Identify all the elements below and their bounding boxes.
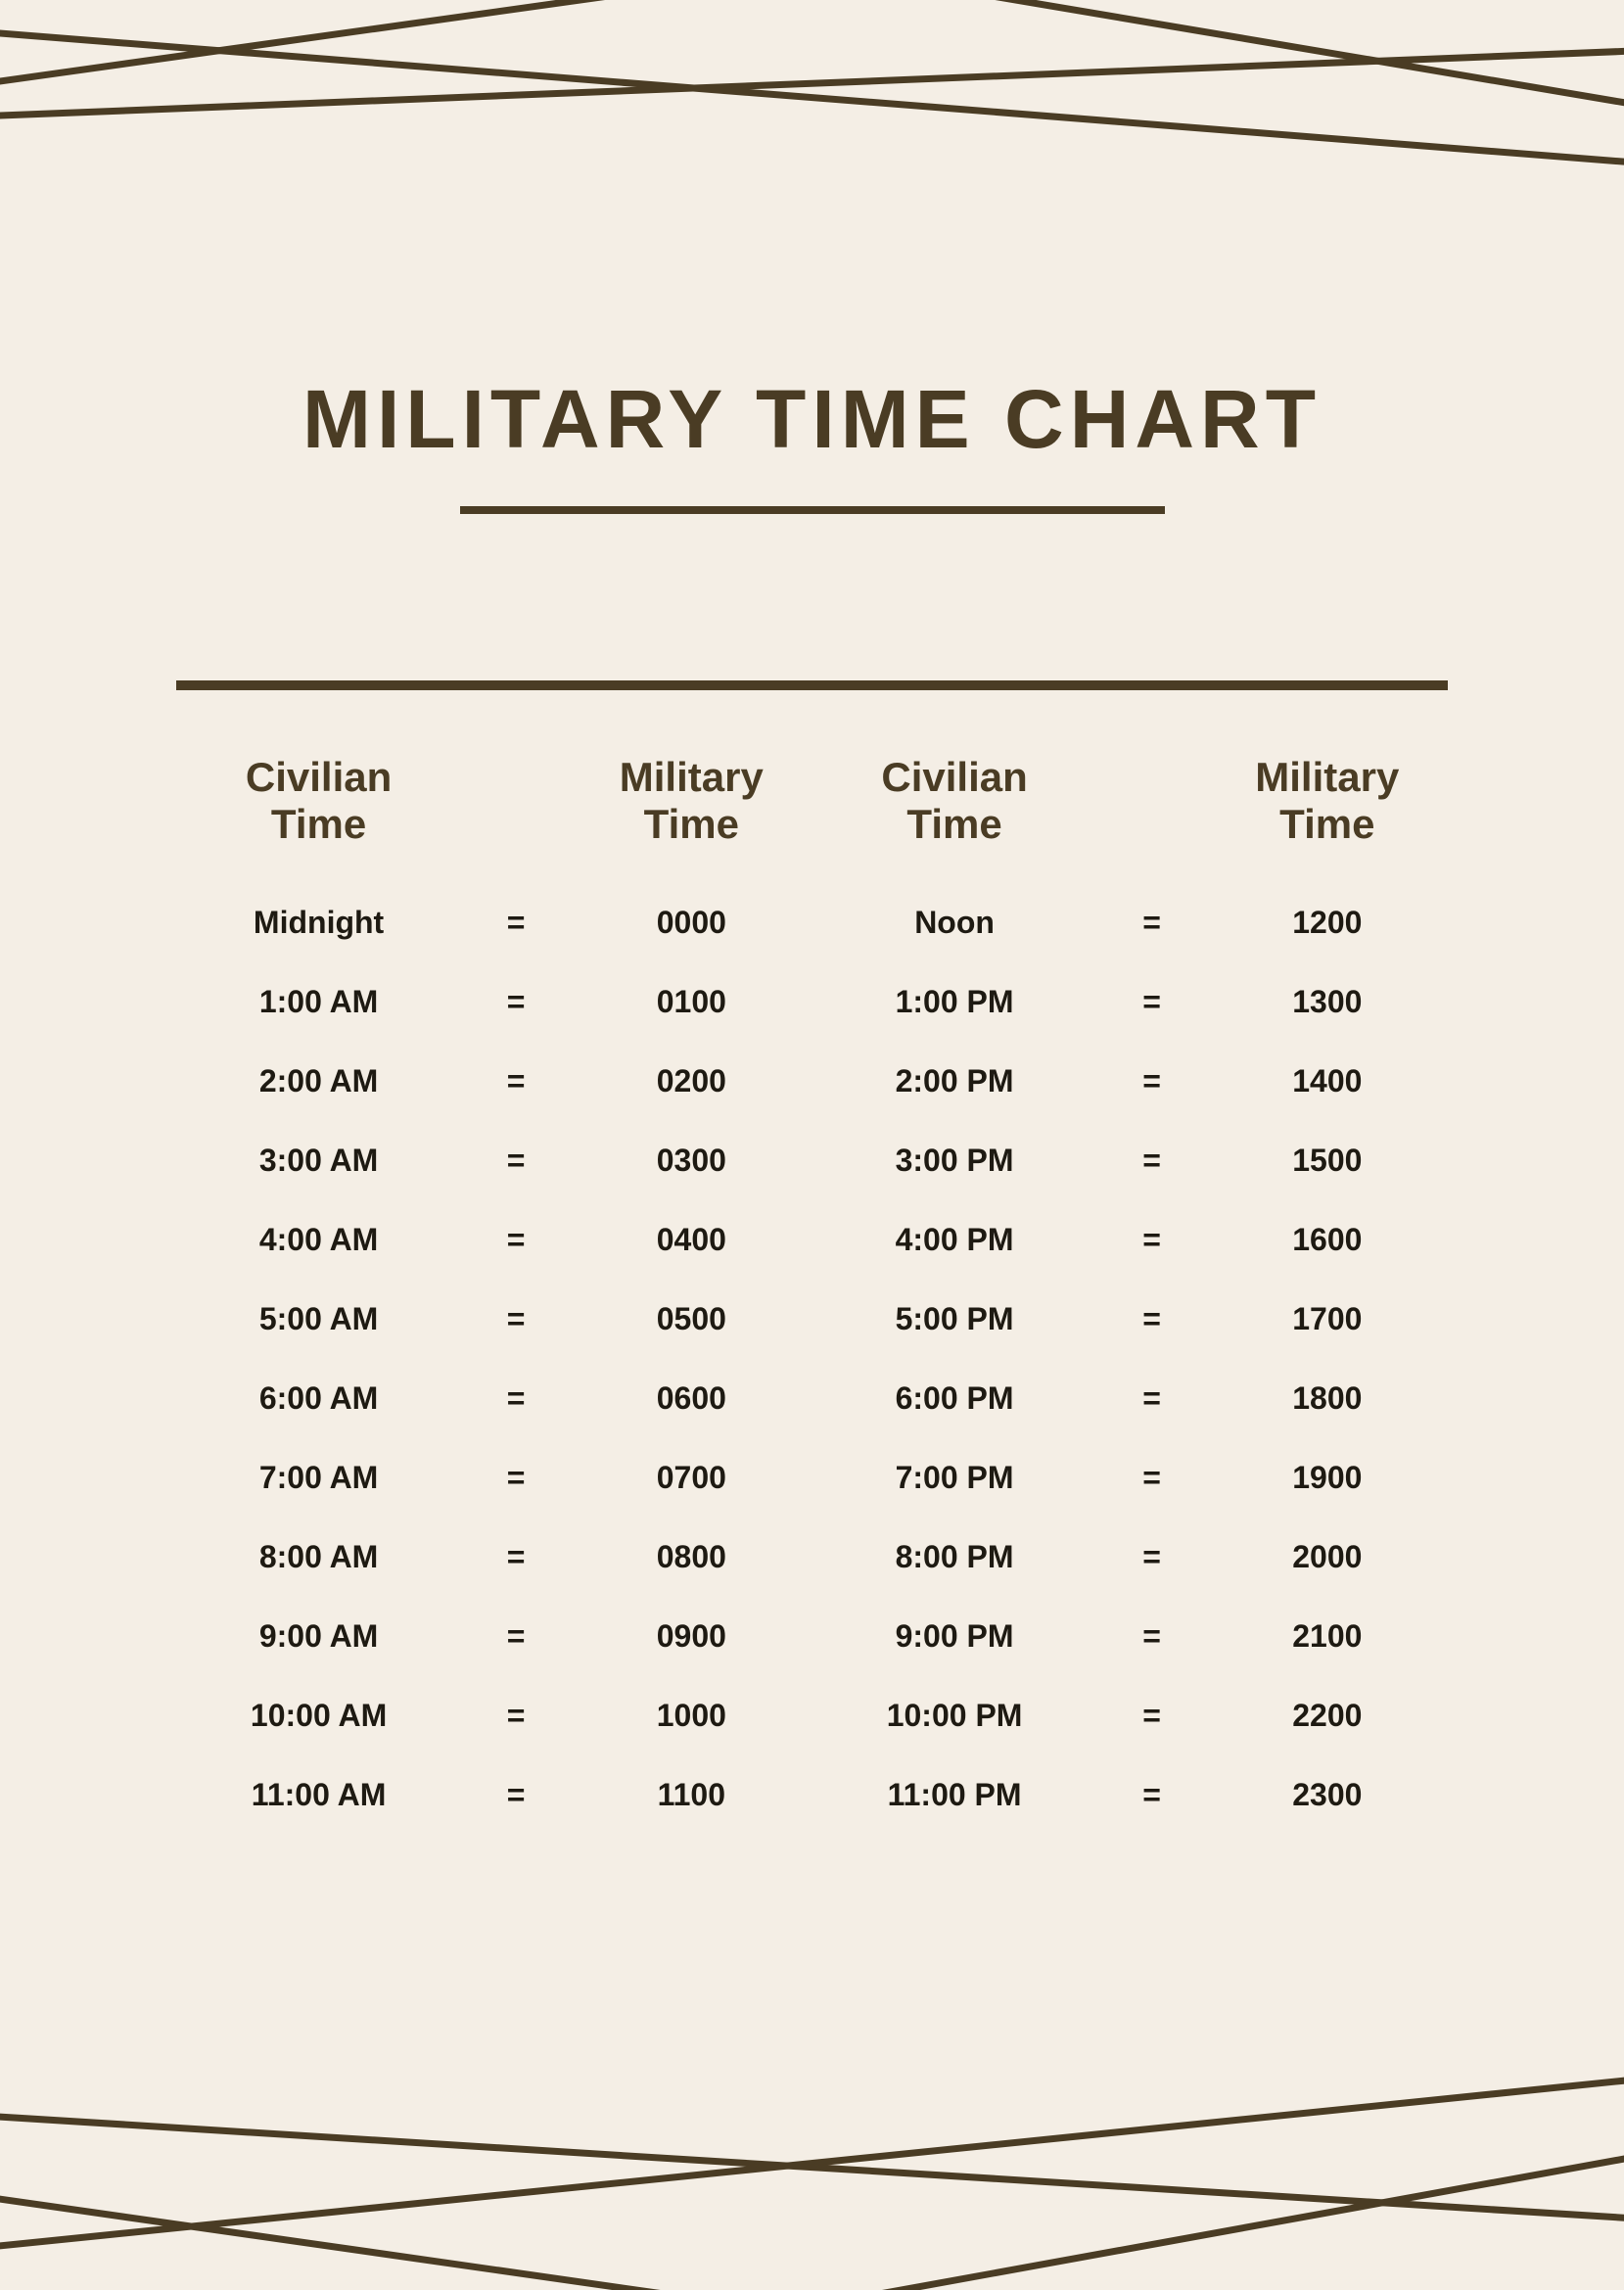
page-title: MILITARY TIME CHART	[176, 372, 1448, 467]
civilian-time-pm: 8:00 PM	[812, 1518, 1097, 1597]
civilian-time-am: 5:00 AM	[176, 1280, 461, 1359]
civilian-time-pm: 3:00 PM	[812, 1121, 1097, 1200]
civilian-time-pm: 2:00 PM	[812, 1042, 1097, 1121]
civilian-time-am: 2:00 AM	[176, 1042, 461, 1121]
military-time-am: 0000	[571, 883, 812, 962]
header-spacer-2	[1097, 744, 1207, 883]
civilian-time-pm: 1:00 PM	[812, 962, 1097, 1042]
military-time-pm: 1300	[1207, 962, 1448, 1042]
military-time-am: 0100	[571, 962, 812, 1042]
header-text: Military	[1255, 754, 1399, 800]
civilian-time-am: Midnight	[176, 883, 461, 962]
header-text: Civilian	[881, 754, 1027, 800]
header-text: Time	[271, 801, 366, 847]
equals-sign: =	[1097, 1438, 1207, 1518]
equals-sign: =	[1097, 1676, 1207, 1755]
military-time-am: 0600	[571, 1359, 812, 1438]
equals-sign: =	[461, 1438, 571, 1518]
civilian-time-pm: 10:00 PM	[812, 1676, 1097, 1755]
equals-sign: =	[1097, 1042, 1207, 1121]
military-time-am: 0200	[571, 1042, 812, 1121]
equals-sign: =	[1097, 1121, 1207, 1200]
header-military-1: Military Time	[571, 744, 812, 883]
content-area: MILITARY TIME CHART Civilian Time Milita…	[0, 0, 1624, 1835]
header-spacer-1	[461, 744, 571, 883]
military-time-am: 0900	[571, 1597, 812, 1676]
military-time-pm: 1500	[1207, 1121, 1448, 1200]
equals-sign: =	[461, 1359, 571, 1438]
equals-sign: =	[461, 962, 571, 1042]
equals-sign: =	[461, 1200, 571, 1280]
equals-sign: =	[1097, 1518, 1207, 1597]
header-text: Military	[620, 754, 764, 800]
military-time-am: 1100	[571, 1755, 812, 1835]
civilian-time-am: 3:00 AM	[176, 1121, 461, 1200]
civilian-time-am: 1:00 AM	[176, 962, 461, 1042]
title-underline	[460, 506, 1165, 514]
civilian-time-pm: 11:00 PM	[812, 1755, 1097, 1835]
military-time-pm: 1400	[1207, 1042, 1448, 1121]
military-time-am: 1000	[571, 1676, 812, 1755]
civilian-time-am: 8:00 AM	[176, 1518, 461, 1597]
civilian-time-pm: 4:00 PM	[812, 1200, 1097, 1280]
civilian-time-am: 4:00 AM	[176, 1200, 461, 1280]
equals-sign: =	[1097, 1597, 1207, 1676]
header-text: Time	[644, 801, 739, 847]
military-time-pm: 1700	[1207, 1280, 1448, 1359]
civilian-time-am: 9:00 AM	[176, 1597, 461, 1676]
header-text: Time	[906, 801, 1001, 847]
equals-sign: =	[1097, 1359, 1207, 1438]
table-top-rule	[176, 680, 1448, 690]
time-table: Civilian Time Military Time Civilian Tim…	[176, 744, 1448, 1835]
military-time-am: 0400	[571, 1200, 812, 1280]
equals-sign: =	[461, 1597, 571, 1676]
equals-sign: =	[461, 1518, 571, 1597]
military-time-pm: 1200	[1207, 883, 1448, 962]
military-time-pm: 1900	[1207, 1438, 1448, 1518]
military-time-am: 0800	[571, 1518, 812, 1597]
military-time-am: 0500	[571, 1280, 812, 1359]
equals-sign: =	[1097, 1280, 1207, 1359]
military-time-pm: 2300	[1207, 1755, 1448, 1835]
civilian-time-pm: 9:00 PM	[812, 1597, 1097, 1676]
equals-sign: =	[1097, 883, 1207, 962]
civilian-time-am: 10:00 AM	[176, 1676, 461, 1755]
equals-sign: =	[461, 1280, 571, 1359]
equals-sign: =	[461, 1042, 571, 1121]
military-time-am: 0700	[571, 1438, 812, 1518]
civilian-time-am: 6:00 AM	[176, 1359, 461, 1438]
civilian-time-pm: 6:00 PM	[812, 1359, 1097, 1438]
military-time-pm: 1800	[1207, 1359, 1448, 1438]
equals-sign: =	[1097, 962, 1207, 1042]
equals-sign: =	[461, 1121, 571, 1200]
header-civilian-2: Civilian Time	[812, 744, 1097, 883]
equals-sign: =	[1097, 1755, 1207, 1835]
equals-sign: =	[461, 1755, 571, 1835]
military-time-pm: 1600	[1207, 1200, 1448, 1280]
military-time-pm: 2000	[1207, 1518, 1448, 1597]
civilian-time-pm: 5:00 PM	[812, 1280, 1097, 1359]
header-text: Civilian	[246, 754, 392, 800]
equals-sign: =	[461, 883, 571, 962]
military-time-pm: 2200	[1207, 1676, 1448, 1755]
equals-sign: =	[1097, 1200, 1207, 1280]
header-civilian-1: Civilian Time	[176, 744, 461, 883]
header-text: Time	[1279, 801, 1374, 847]
header-military-2: Military Time	[1207, 744, 1448, 883]
civilian-time-am: 7:00 AM	[176, 1438, 461, 1518]
civilian-time-am: 11:00 AM	[176, 1755, 461, 1835]
military-time-pm: 2100	[1207, 1597, 1448, 1676]
decorative-lines-bottom	[0, 1996, 1624, 2290]
military-time-am: 0300	[571, 1121, 812, 1200]
civilian-time-pm: Noon	[812, 883, 1097, 962]
equals-sign: =	[461, 1676, 571, 1755]
civilian-time-pm: 7:00 PM	[812, 1438, 1097, 1518]
